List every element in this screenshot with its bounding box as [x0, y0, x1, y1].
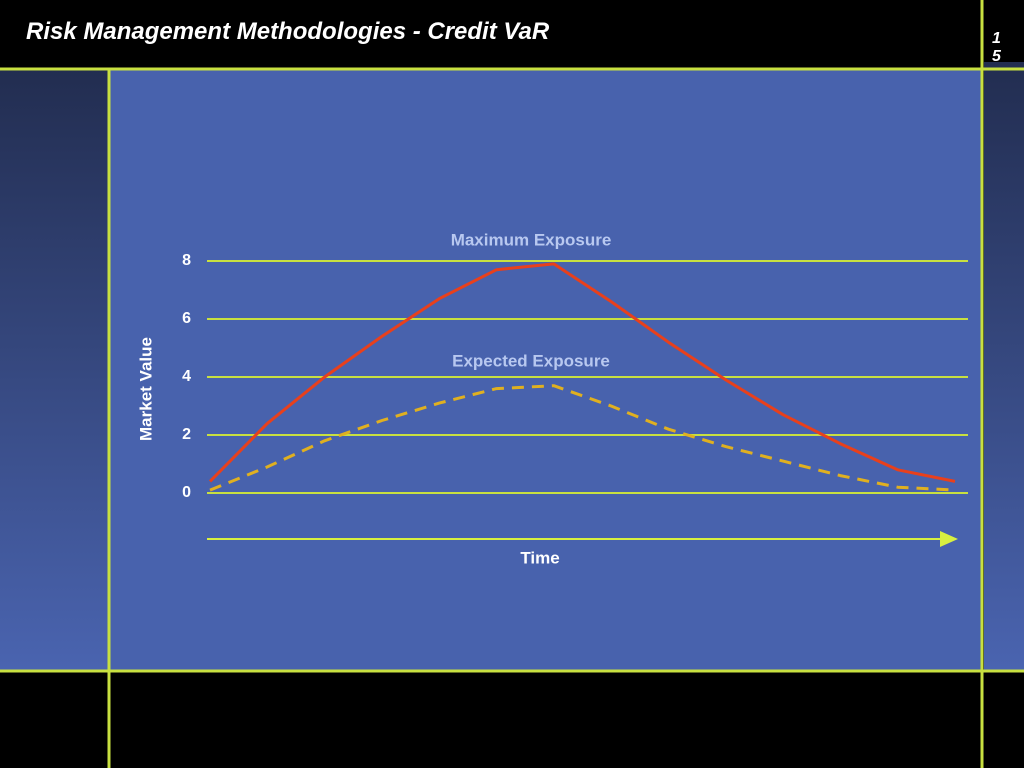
y-tick-label: 4: [182, 368, 191, 385]
y-tick-label: 0: [182, 484, 191, 501]
series-label: Maximum Exposure: [451, 230, 612, 249]
main-panel: [110, 70, 982, 670]
page-number: 15: [992, 30, 1001, 65]
y-axis-label: Market Value: [136, 337, 155, 441]
y-tick-label: 8: [182, 252, 191, 269]
slide-title: Risk Management Methodologies - Credit V…: [26, 18, 550, 45]
series-label: Expected Exposure: [452, 351, 610, 370]
x-axis-label: Time: [520, 548, 559, 567]
y-tick-label: 6: [182, 310, 191, 327]
right-panel: [984, 62, 1024, 670]
left-panel: [0, 68, 108, 670]
series-line: [208, 262, 956, 483]
y-tick-label: 2: [182, 426, 191, 443]
